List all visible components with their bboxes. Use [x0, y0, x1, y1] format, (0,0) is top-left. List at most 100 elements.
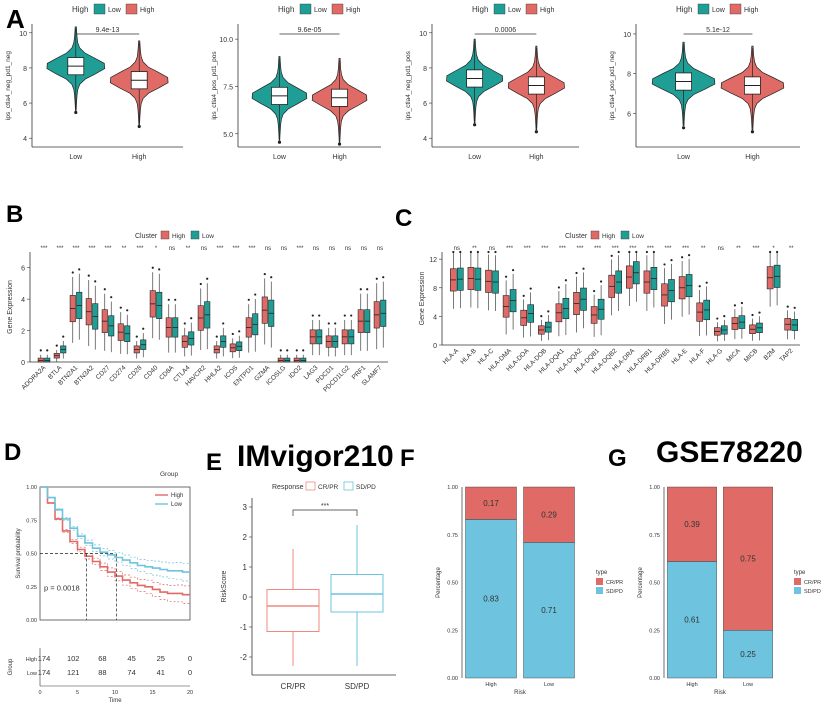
panel-g-group: 0.00 0.25 0.50 0.75 1.00 Percentage 0.39 0.61 Hi…: [638, 485, 821, 696]
x-tick-label: High: [745, 154, 760, 161]
outlier-point: [375, 277, 378, 280]
outlier-point: [670, 259, 673, 262]
outlier-point: [94, 280, 97, 283]
significance-label: ***: [72, 246, 80, 252]
outlier-point: [593, 289, 596, 293]
outlier-point: [705, 281, 708, 284]
outlier-point: [74, 110, 78, 115]
significance-label: ns: [454, 246, 460, 252]
outlier-point: [135, 335, 138, 338]
outlier-point: [350, 314, 353, 317]
y-axis-label: Gene Expression: [7, 280, 14, 334]
legend-label-high: High: [540, 7, 555, 14]
outlier-point: [263, 272, 266, 276]
y-tick-label: 0: [243, 593, 248, 602]
bar-segment-sdpd: [667, 561, 717, 679]
legend-swatch-low: [299, 3, 312, 15]
legend-label-low: Low: [712, 7, 726, 14]
bar-segment-sdpd: [723, 630, 773, 679]
panel-title-e: IMvigor210: [237, 440, 394, 473]
outlier-point: [46, 349, 49, 352]
outlier-point: [247, 298, 250, 301]
outlier-point: [473, 123, 477, 127]
box-body: [330, 574, 384, 613]
legend-title: Cluster: [135, 233, 158, 240]
outlier-point: [476, 250, 479, 254]
y-tick-label: 1.00: [649, 485, 660, 491]
ci-upper: [40, 486, 191, 587]
y-tick-label: 0.50: [26, 552, 37, 558]
legend-swatch-high: [160, 230, 170, 240]
significance-label: ns: [169, 246, 175, 252]
significance-label: ***: [752, 246, 760, 252]
legend-swatch-low: [697, 3, 710, 15]
y-axis-label: RiskScore: [221, 570, 228, 602]
y-tick-label: 8: [423, 66, 427, 73]
risk-row-label: Low: [27, 671, 37, 677]
y-tick-label: 0.25: [649, 628, 660, 634]
significance-label: ns: [281, 246, 287, 252]
risk-count: 121: [67, 668, 80, 677]
y-tick-label: 0.25: [26, 585, 37, 591]
outlier-point: [775, 250, 779, 254]
significance-label: ***: [40, 246, 48, 252]
risk-count: 68: [98, 654, 106, 663]
significance-label: ***: [506, 246, 514, 252]
outlier-point: [716, 317, 719, 320]
data-label: 0.25: [740, 650, 756, 659]
y-tick-label: 7.5: [223, 84, 233, 91]
panel-f-group: 0.00 0.25 0.50 0.75 1.00 Percentage 0.17 0.83 Hi…: [436, 485, 623, 696]
outlier-point: [302, 349, 305, 352]
y-axis-label: Survival probability: [16, 528, 22, 578]
risk-count: 102: [67, 654, 80, 663]
x-axis-label: Time: [108, 698, 122, 704]
legend-swatch-high: [525, 3, 538, 15]
y-tick-label: 10: [419, 31, 427, 38]
x-tick-label: Low: [544, 682, 554, 688]
significance-label: ***: [629, 246, 637, 252]
panel-label-e: E: [206, 449, 222, 476]
legend-swatch: [596, 578, 603, 585]
gene-label: HLA-F: [688, 347, 706, 365]
panel-c-group: Cluster High Low 0 4 8 12 Gene Expression ns HLA-…: [419, 230, 800, 375]
significance-label: ***: [88, 246, 96, 252]
y-tick-label: 0.75: [447, 533, 458, 539]
data-label: 0.83: [483, 595, 499, 604]
significance-label: **: [789, 246, 794, 252]
y-tick-label: 2: [243, 533, 248, 542]
outlier-point: [222, 322, 225, 325]
outlier-point: [564, 279, 567, 282]
y-axis-label: Percentage: [638, 567, 644, 598]
y-tick-label: 0.00: [649, 676, 660, 682]
y-tick-label: 3: [243, 503, 248, 512]
box-body: [266, 589, 320, 632]
legend-label-high: High: [602, 233, 616, 240]
outlier-point: [617, 250, 620, 254]
panel-label-d: D: [4, 439, 21, 466]
panel-label-c: C: [395, 205, 412, 232]
outlier-point: [39, 349, 42, 352]
significance-label: ***: [612, 246, 620, 252]
outlier-point: [469, 250, 473, 254]
y-tick-label: 4: [21, 297, 25, 304]
bar-segment-sdpd: [523, 542, 575, 679]
legend-label: SD/PD: [606, 589, 623, 595]
x-tick-label: Low: [677, 154, 691, 161]
bar-segment-sdpd: [465, 519, 517, 679]
outlier-point: [645, 250, 649, 254]
outlier-point: [206, 277, 209, 280]
p-value-label: p = 0.0018: [44, 584, 80, 593]
y-tick-label: 10.0: [219, 37, 233, 44]
legend-label-low: Low: [202, 233, 214, 240]
gene-label: MICA: [725, 347, 742, 364]
outlier-point: [238, 330, 241, 333]
significance-label: ***: [104, 246, 112, 252]
legend-title: High: [472, 5, 488, 14]
outlier-point: [522, 294, 525, 297]
x-tick-label: Low: [273, 154, 287, 161]
significance-label: ***: [559, 246, 567, 252]
y-tick-label: 0.50: [649, 581, 660, 587]
legend-swatch-low: [93, 3, 106, 15]
